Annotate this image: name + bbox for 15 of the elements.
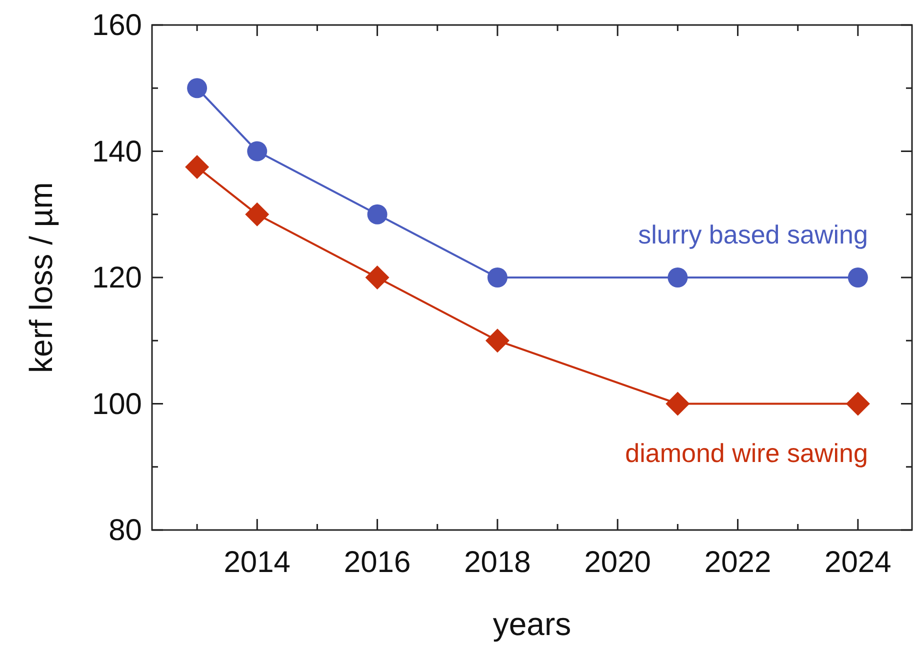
x-tick-label: 2016 <box>344 546 411 579</box>
series-label: diamond wire sawing <box>625 438 868 468</box>
x-tick-label: 2022 <box>704 546 772 579</box>
y-tick-label: 120 <box>92 262 142 294</box>
x-tick-label: 2014 <box>224 546 291 579</box>
y-tick-label: 80 <box>108 514 142 547</box>
y-tick-label: 160 <box>92 9 142 42</box>
x-tick-label: 2018 <box>464 546 531 579</box>
x-axis-title: years <box>492 606 572 642</box>
series-label: slurry based sawing <box>638 220 868 250</box>
x-tick-label: 2020 <box>584 546 651 579</box>
y-tick-label: 140 <box>92 135 142 168</box>
y-tick-label: 100 <box>92 388 142 421</box>
y-axis-title: kerf loss / µm <box>23 182 59 373</box>
x-tick-label: 2024 <box>824 546 892 579</box>
